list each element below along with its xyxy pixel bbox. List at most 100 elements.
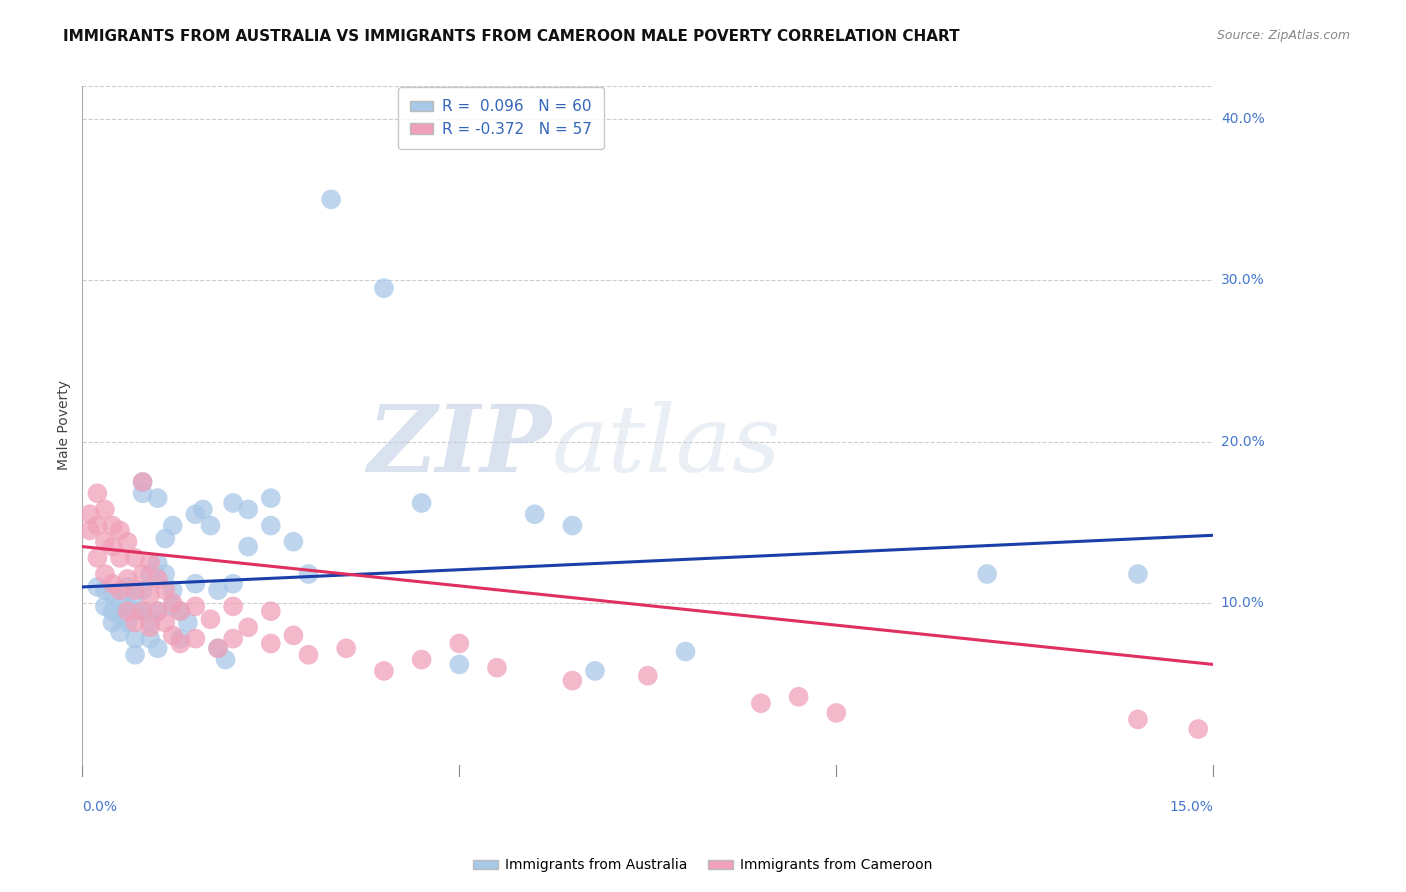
Point [749,696,772,710]
Point [108,583,131,598]
Point [101,588,124,602]
Point [146,604,169,618]
Point [139,567,162,582]
Point [86,580,108,594]
Point [283,534,305,549]
Text: 40.0%: 40.0% [1220,112,1264,126]
Point [162,518,184,533]
Point [101,576,124,591]
Point [184,599,207,614]
Legend: Immigrants from Australia, Immigrants from Cameroon: Immigrants from Australia, Immigrants fr… [468,853,938,878]
Point [583,664,606,678]
Point [297,567,319,582]
Point [637,669,659,683]
Point [117,599,139,614]
Point [124,604,146,618]
Point [124,583,146,598]
Point [117,580,139,594]
Point [86,518,108,533]
Point [79,524,101,538]
Point [101,540,124,554]
Point [117,572,139,586]
Point [260,518,283,533]
Point [139,556,162,570]
Point [207,583,229,598]
Point [222,496,245,510]
Point [131,604,153,618]
Point [79,508,101,522]
Text: IMMIGRANTS FROM AUSTRALIA VS IMMIGRANTS FROM CAMEROON MALE POVERTY CORRELATION C: IMMIGRANTS FROM AUSTRALIA VS IMMIGRANTS … [63,29,960,44]
Point [321,193,343,207]
Point [146,641,169,656]
Point [523,508,546,522]
Point [146,604,169,618]
Point [101,518,124,533]
Point [214,652,236,666]
Point [169,604,191,618]
Point [825,706,848,720]
Point [373,664,395,678]
Point [169,636,191,650]
Text: 10.0%: 10.0% [1220,596,1265,610]
Point [139,632,162,646]
Point [222,632,245,646]
Point [373,281,395,295]
Point [131,567,153,582]
Point [94,567,117,582]
Point [976,567,998,582]
Text: 0.0%: 0.0% [83,800,117,814]
Point [101,615,124,630]
Point [1126,567,1149,582]
Point [117,615,139,630]
Point [184,508,207,522]
Point [94,502,117,516]
Point [449,657,471,672]
Point [238,540,260,554]
Point [86,550,108,565]
Point [146,572,169,586]
Point [191,502,214,516]
Point [131,604,153,618]
Point [169,632,191,646]
Point [184,632,207,646]
Point [222,576,245,591]
Point [222,599,245,614]
Point [335,641,357,656]
Point [561,518,583,533]
Point [200,518,222,533]
Text: atlas: atlas [551,401,782,491]
Point [94,583,117,598]
Point [238,620,260,634]
Point [200,612,222,626]
Point [162,599,184,614]
Point [117,604,139,618]
Point [155,583,177,598]
Point [177,615,200,630]
Point [124,632,146,646]
Text: ZIP: ZIP [367,401,551,491]
Point [131,486,153,500]
Point [94,599,117,614]
Point [449,636,471,650]
Point [108,609,131,624]
Point [139,588,162,602]
Point [561,673,583,688]
Text: 20.0%: 20.0% [1220,434,1264,449]
Point [101,604,124,618]
Point [155,567,177,582]
Point [131,475,153,489]
Point [283,628,305,642]
Point [162,596,184,610]
Point [124,615,146,630]
Point [124,588,146,602]
Point [162,583,184,598]
Text: 15.0%: 15.0% [1170,800,1213,814]
Point [238,502,260,516]
Point [297,648,319,662]
Point [169,604,191,618]
Point [1187,722,1209,736]
Point [260,604,283,618]
Point [155,532,177,546]
Point [155,615,177,630]
Point [207,641,229,656]
